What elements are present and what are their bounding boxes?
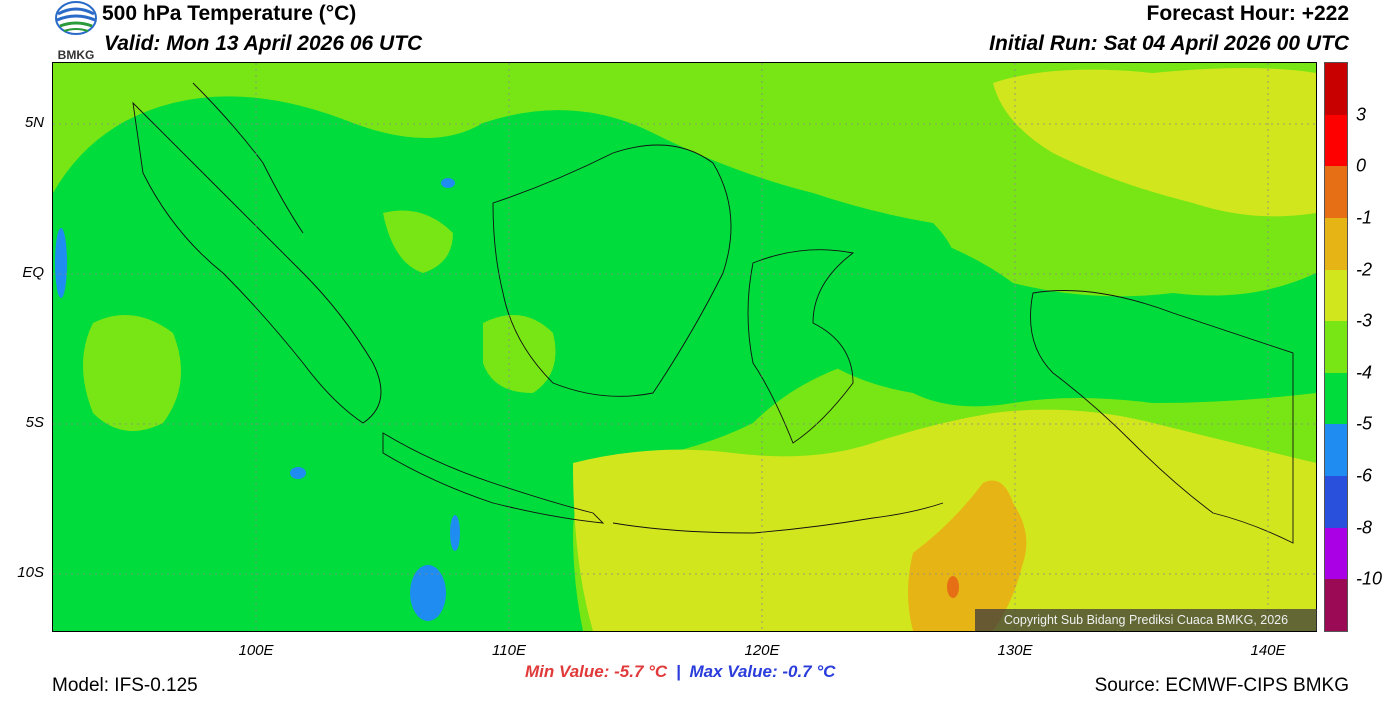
map-title: 500 hPa Temperature (°C)	[102, 2, 357, 25]
field-min-spot-5	[441, 178, 455, 188]
min-max-separator: |	[675, 662, 681, 681]
field-patch-3	[383, 210, 453, 273]
min-max-values: Min Value: -5.7 °C | Max Value: -0.7 °C	[525, 662, 835, 682]
field-patch-1	[83, 315, 181, 431]
field-region-warm-se	[573, 409, 1316, 631]
colorbar-segment	[1325, 114, 1347, 167]
colorbar-segment	[1325, 579, 1347, 632]
lon-label-110e: 110E	[492, 642, 526, 659]
field-min-spot-2	[450, 515, 460, 551]
coast-new-guinea	[1030, 290, 1294, 544]
coast-lesser-sunda	[612, 502, 944, 534]
colorbar-segment	[1325, 217, 1347, 271]
lat-label-5s: 5S	[25, 414, 44, 431]
colorbar-segment	[1325, 269, 1347, 322]
max-value: Max Value: -0.7 °C	[689, 662, 836, 681]
coast-sulawesi	[747, 249, 855, 444]
colorbar-label: -5	[1356, 413, 1373, 434]
lon-label-120e: 120E	[744, 642, 780, 659]
colorbar-label: -6	[1356, 465, 1373, 486]
gridlines	[53, 63, 1316, 631]
lon-label-100e: 100E	[238, 642, 274, 659]
bmkg-logo: BMKG	[52, 0, 100, 62]
colorbar-label: -3	[1356, 310, 1373, 331]
lon-label-140e: 140E	[1250, 642, 1286, 659]
colorbar-segment	[1325, 476, 1347, 529]
lat-label-5n: 5N	[24, 114, 44, 131]
copyright-notice: Copyright Sub Bidang Prediksi Cuaca BMKG…	[975, 609, 1317, 631]
initial-run: Initial Run: Sat 04 April 2026 00 UTC	[989, 32, 1349, 55]
colorbar-label: -8	[1356, 517, 1373, 538]
source-label: Source: ECMWF-CIPS BMKG	[1094, 675, 1349, 696]
field-min-spot-4	[55, 228, 67, 298]
field-region-warm-ne	[993, 68, 1316, 217]
valid-time: Valid: Mon 13 April 2026 06 UTC	[104, 32, 423, 55]
model-label: Model: IFS-0.125	[52, 675, 198, 696]
colorbar-label: 0	[1356, 155, 1367, 176]
field-region-cool-east	[753, 223, 1316, 407]
colorbar-label: 3	[1356, 104, 1367, 125]
lat-label-eq: EQ	[22, 264, 44, 281]
colorbar-segment	[1325, 372, 1347, 425]
field-min-spot-1	[410, 565, 446, 621]
logo-text: BMKG	[58, 48, 95, 62]
colorbar-label: -2	[1356, 259, 1373, 280]
colorbar-segment	[1325, 63, 1347, 116]
coast-sumatra	[132, 101, 382, 424]
field-min-spot-3	[290, 467, 306, 479]
lon-label-130e: 130E	[997, 642, 1033, 659]
temperature-map	[52, 62, 1317, 632]
colorbar-segment	[1325, 424, 1347, 477]
coastlines	[132, 82, 1294, 544]
field-patch-2	[483, 315, 556, 393]
colorbar-label: -10	[1356, 568, 1383, 589]
field-region-orange	[908, 480, 1027, 631]
lat-label-10s: 10S	[17, 564, 44, 581]
coast-borneo	[492, 144, 732, 397]
min-value: Min Value: -5.7 °C	[525, 662, 668, 681]
colorbar-label: -1	[1356, 207, 1373, 228]
colorbar	[1324, 62, 1348, 632]
colorbar-label: -4	[1356, 362, 1373, 383]
coast-malaya	[192, 82, 304, 234]
coast-java	[382, 432, 605, 524]
colorbar-segment	[1325, 527, 1347, 580]
field-max-spot	[947, 576, 959, 598]
forecast-hour: Forecast Hour: +222	[1146, 2, 1350, 25]
colorbar-segment	[1325, 166, 1347, 219]
colorbar-segment	[1325, 321, 1347, 374]
